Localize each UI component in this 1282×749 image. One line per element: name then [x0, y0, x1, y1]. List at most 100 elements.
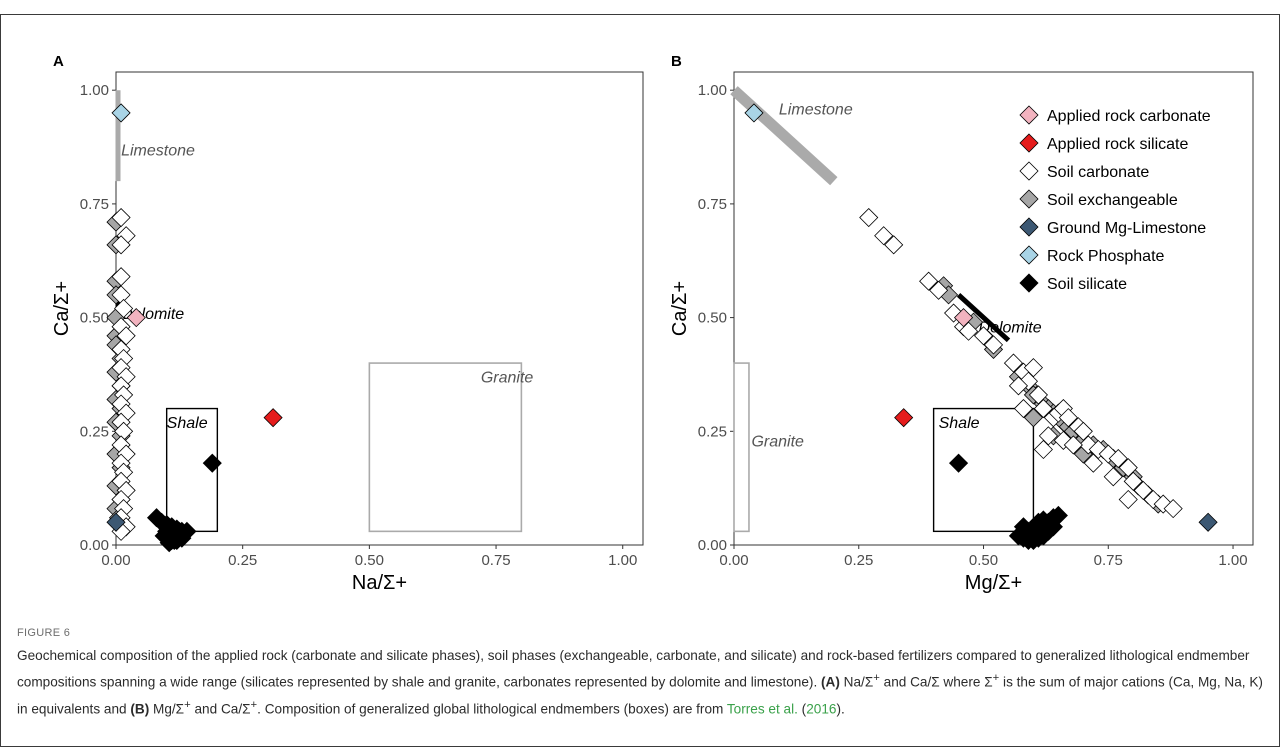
data-point: [1123, 471, 1143, 491]
endmember-label: Granite: [481, 370, 534, 387]
data-point: [953, 308, 974, 328]
y-tick-label: 0.75: [80, 196, 109, 213]
data-point: [1078, 435, 1098, 455]
caption-part: ).: [836, 701, 845, 717]
data-point: [1043, 517, 1063, 537]
caption-panel-b-tag: (B): [130, 701, 150, 717]
legend-marker: [1019, 217, 1039, 237]
legend-marker: [1019, 161, 1039, 181]
data-point: [1018, 371, 1038, 391]
endmember-label: Limestone: [779, 101, 853, 118]
data-point: [973, 326, 994, 346]
y-tick-label: 0.50: [80, 310, 109, 327]
data-point: [1058, 408, 1078, 428]
caption-part: and Ca/Σ where Σ: [879, 674, 993, 690]
legend-label: Rock Phosphate: [1047, 248, 1165, 265]
data-point: [1133, 480, 1153, 500]
endmember-line: [956, 293, 1011, 343]
data-point: [126, 308, 146, 328]
data-point: [1033, 439, 1053, 460]
caption-sup: +: [873, 672, 880, 684]
reference-year-link[interactable]: 2016: [806, 701, 837, 717]
y-tick-label: 0.00: [698, 537, 727, 554]
y-tick-label: 0.50: [698, 310, 727, 327]
data-point: [1118, 458, 1138, 478]
caption-panel-a-tag: (A): [821, 674, 840, 690]
data-point: [894, 408, 914, 428]
legend-label: Soil carbonate: [1047, 164, 1149, 181]
y-tick-label: 1.00: [698, 82, 727, 99]
data-point: [1013, 398, 1034, 419]
data-point: [1008, 376, 1029, 396]
caption-sup: +: [184, 698, 191, 711]
reference-link[interactable]: Torres et al.: [726, 701, 798, 717]
panel-a: A 0.00 0.25 0.50 0.75 1.00 0.00 0.25 0.50 0.75 1.0…: [51, 53, 644, 594]
data-point: [1198, 512, 1218, 532]
x-tick-label: 0.00: [719, 552, 748, 569]
legend-marker: [1019, 189, 1039, 209]
endmember-label: Shale: [167, 415, 208, 432]
endmember-label: Dolomite: [979, 320, 1042, 337]
endmember-label: Shale: [939, 415, 980, 432]
data-point: [111, 235, 131, 255]
panel-b: B 0.00 0.25 0.50 0.75 1.00 0.00 0.25 0.50 0.75 1.0…: [669, 53, 1254, 594]
data-point: [1008, 526, 1029, 546]
figure-frame: [0, 14, 1280, 747]
x-axis-label: Na/Σ+: [352, 572, 407, 594]
figure-label: FIGURE 6: [17, 627, 71, 639]
legend-label: Applied rock carbonate: [1047, 108, 1211, 125]
caption-part: Mg/Σ: [149, 701, 185, 717]
x-tick-label: 0.75: [481, 552, 510, 569]
data-point: [874, 226, 894, 246]
data-point: [1003, 353, 1024, 373]
x-axis-label: Mg/Σ+: [965, 572, 1022, 594]
x-tick-label: 0.50: [969, 552, 998, 569]
data-point: [114, 298, 134, 319]
caption-part: (: [797, 701, 807, 717]
data-point: [263, 408, 283, 428]
data-point: [111, 103, 131, 123]
data-point: [859, 207, 879, 228]
data-point: [1028, 385, 1048, 405]
legend-marker: [1019, 133, 1039, 153]
data-point: [1083, 453, 1103, 473]
figure-caption: Geochemical composition of the applied r…: [17, 645, 1267, 720]
y-axis-label: Ca/Σ+: [669, 281, 691, 336]
plot-border: [733, 71, 1254, 546]
data-point: [1118, 489, 1138, 510]
legend-label: Soil silicate: [1047, 276, 1127, 293]
figure-charts: A 0.00 0.25 0.50 0.75 1.00 0.00 0.25 0.50 0.75 1.0…: [51, 53, 1254, 594]
data-point: [116, 326, 136, 346]
data-point: [1073, 421, 1093, 441]
x-tick-label: 1.00: [1218, 552, 1247, 569]
legend-label: Ground Mg-Limestone: [1047, 220, 1206, 237]
data-point: [111, 207, 131, 228]
panel-letter: A: [53, 53, 64, 70]
data-point: [1023, 358, 1043, 378]
data-point: [169, 521, 189, 541]
caption-part: and Ca/Σ: [190, 701, 251, 717]
endmember-label: Limestone: [121, 142, 195, 159]
data-point: [919, 271, 939, 291]
x-tick-label: 1.00: [608, 552, 637, 569]
data-point: [884, 235, 904, 255]
data-point: [983, 335, 1004, 355]
y-tick-label: 0.25: [80, 423, 109, 440]
x-tick-label: 0.00: [101, 552, 130, 569]
y-tick-label: 1.00: [80, 82, 109, 99]
caption-sup: +: [992, 672, 1000, 684]
endmember-box: [932, 407, 1035, 533]
y-tick-label: 0.75: [698, 196, 727, 213]
caption-sup: +: [250, 698, 258, 711]
data-point: [1098, 444, 1118, 464]
data-point: [929, 280, 949, 300]
endmember-box: [368, 362, 523, 533]
x-tick-label: 0.25: [844, 552, 873, 569]
x-tick-label: 0.50: [355, 552, 384, 569]
data-point: [744, 103, 764, 123]
legend-marker: [1019, 245, 1039, 265]
data-point: [1088, 439, 1108, 460]
caption-part: Geochemical composition of the applied r…: [17, 648, 1250, 690]
endmember-label: Granite: [751, 433, 804, 450]
caption-part: Na/Σ: [839, 674, 874, 690]
